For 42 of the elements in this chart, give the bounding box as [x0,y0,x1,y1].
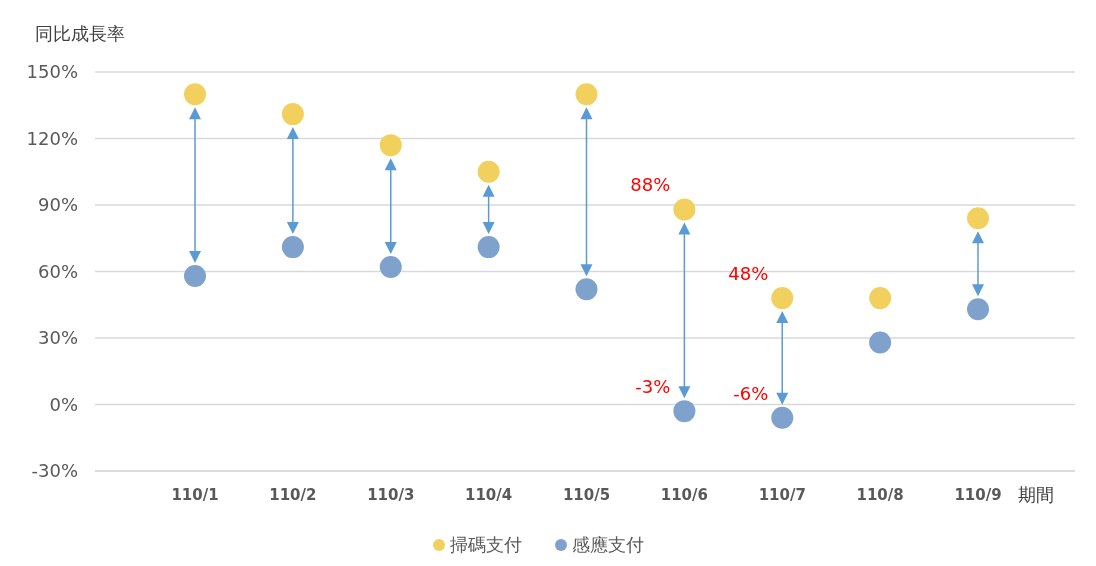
point [771,287,794,310]
y-tick-label: 30% [37,327,78,349]
data-label: -3% [635,376,671,398]
point [184,83,206,106]
point [575,278,598,301]
point [379,134,402,157]
point [281,236,304,259]
y-tick-label: 150% [26,61,78,83]
y-axis-title: 同比成長率 [35,23,125,44]
point [673,198,696,221]
x-tick-label: 110/4 [465,486,513,504]
x-tick-label: 110/5 [562,486,611,504]
point [967,298,989,321]
point [869,331,892,354]
point [673,400,696,423]
legend-label: 感應支付 [572,534,644,556]
y-tick-label: 0% [49,393,78,415]
data-label: 88% [630,174,671,196]
y-tick-label: 60% [37,260,78,282]
x-tick-label: 110/2 [269,486,317,504]
y-tick-label: 90% [37,194,78,216]
point [771,406,794,429]
point [184,264,206,287]
y-tick-label: -30% [31,460,78,482]
legend-label: 掃碼支付 [450,534,522,556]
x-tick-label: 110/8 [856,486,904,504]
point [967,207,989,230]
point [281,103,304,126]
x-tick-label: 110/3 [367,486,415,504]
point [575,83,598,106]
point [477,160,500,183]
data-label: -6% [733,382,769,404]
x-tick-label: 110/6 [660,486,708,504]
x-axis-title: 期間 [1018,484,1054,505]
x-tick-label: 110/7 [758,486,806,504]
data-label: 48% [728,263,769,285]
point [477,236,500,259]
x-tick-label: 110/9 [954,486,1002,504]
x-tick-label: 110/1 [171,486,219,504]
y-tick-label: 120% [26,127,78,149]
point [379,256,402,279]
point [869,287,892,310]
